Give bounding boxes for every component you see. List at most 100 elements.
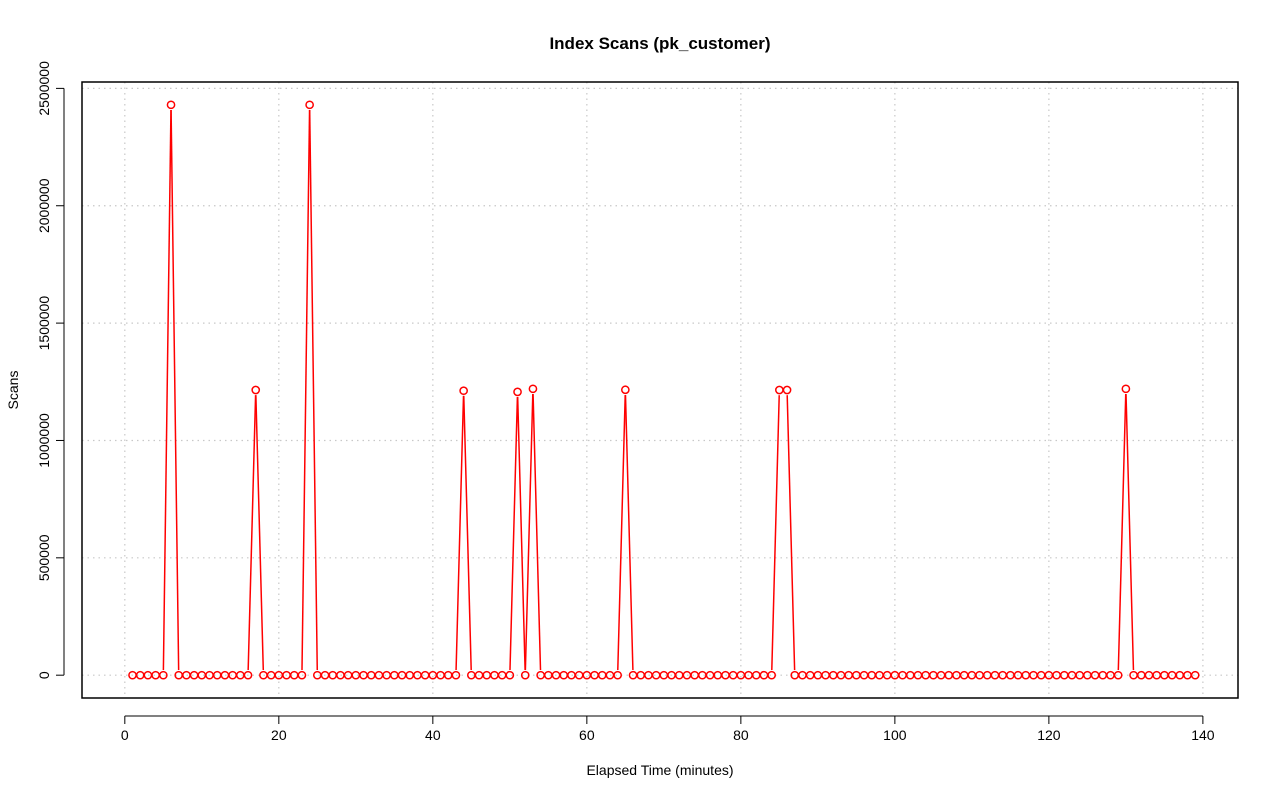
data-point [728,670,738,680]
data-point [1113,670,1123,680]
data-point [158,670,168,680]
data-point [374,670,384,680]
data-point [605,670,615,680]
x-tick-label: 60 [579,727,595,743]
data-point [228,670,237,680]
data-point [651,670,661,680]
x-tick-label: 20 [271,727,287,743]
data-point [189,670,199,680]
data-point [775,385,784,395]
data-point [1152,670,1162,680]
x-tick-label: 120 [1037,727,1061,743]
data-point [220,670,230,680]
data-point [620,385,630,395]
data-point [1106,670,1115,680]
grid-layer [82,82,1238,698]
series-segment [1125,394,1135,671]
series-segment [162,110,172,670]
data-point [844,670,854,680]
x-tick-label: 140 [1191,727,1215,743]
chart-title: Index Scans (pk_customer) [549,34,770,53]
data-point [959,670,969,680]
data-point [759,670,769,680]
y-tick-label: 0 [36,671,52,679]
y-axis-label: Scans [5,371,21,410]
data-point [243,670,253,680]
series-segment [509,397,519,671]
data-point [259,670,268,680]
data-point [952,670,961,680]
y-tick-label: 2000000 [36,178,52,233]
data-point [520,670,530,680]
data-point [451,670,461,680]
data-point [805,670,815,680]
data-point [297,670,307,680]
data-point [459,386,468,396]
series-segment [1117,394,1127,671]
x-tick-label: 0 [121,727,129,743]
series-segment [524,394,534,671]
series-segment [247,395,257,671]
data-point [343,670,353,680]
series-segment [455,395,465,671]
series-segment [617,394,626,671]
data-point [413,670,422,680]
data-point [882,670,892,680]
data-point [528,384,538,394]
data-point [497,670,507,680]
data-point [998,670,1008,680]
series-segment [771,395,780,671]
data-point [1067,670,1077,680]
data-point [490,670,499,680]
data-point [767,670,777,680]
x-tick-label: 40 [425,727,441,743]
data-point [875,670,884,680]
x-tick-label: 80 [733,727,749,743]
y-tick-label: 1000000 [36,413,52,468]
data-point [782,385,792,395]
plot-frame [81,81,1239,699]
data-point [574,670,584,680]
data-point [913,670,923,680]
series-segment [301,110,311,670]
data-point [798,670,807,680]
data-point [143,670,153,680]
series-segment [532,394,542,671]
data-point [1183,670,1192,680]
data-point [644,670,653,680]
series-segment [308,110,319,670]
data-point [613,670,622,680]
data-point [505,670,515,680]
data-point [305,100,314,110]
data-point [182,670,191,680]
data-point [1029,670,1038,680]
x-axis-label: Elapsed Time (minutes) [586,762,733,778]
series-segment [463,395,472,671]
data-point [1121,384,1131,394]
y-tick-label: 500000 [36,534,52,581]
data-point [836,670,846,680]
series-segment [624,394,634,671]
data-point [266,670,276,680]
data-point [336,670,345,680]
series-layer [128,100,1200,680]
series-segment [255,395,265,671]
data-point [420,670,430,680]
data-point [536,670,545,680]
data-point [1075,670,1085,680]
data-point [921,670,931,680]
data-point [1036,670,1046,680]
data-point [1190,670,1200,680]
y-tick-label: 2500000 [36,61,52,116]
x-tick-label: 100 [883,727,907,743]
data-point [151,670,160,680]
series-segment [786,395,796,671]
data-point [721,670,730,680]
data-point [682,670,692,680]
data-point [990,670,1000,680]
data-point [251,385,261,395]
data-point [1144,670,1154,680]
series-segment [170,110,180,670]
